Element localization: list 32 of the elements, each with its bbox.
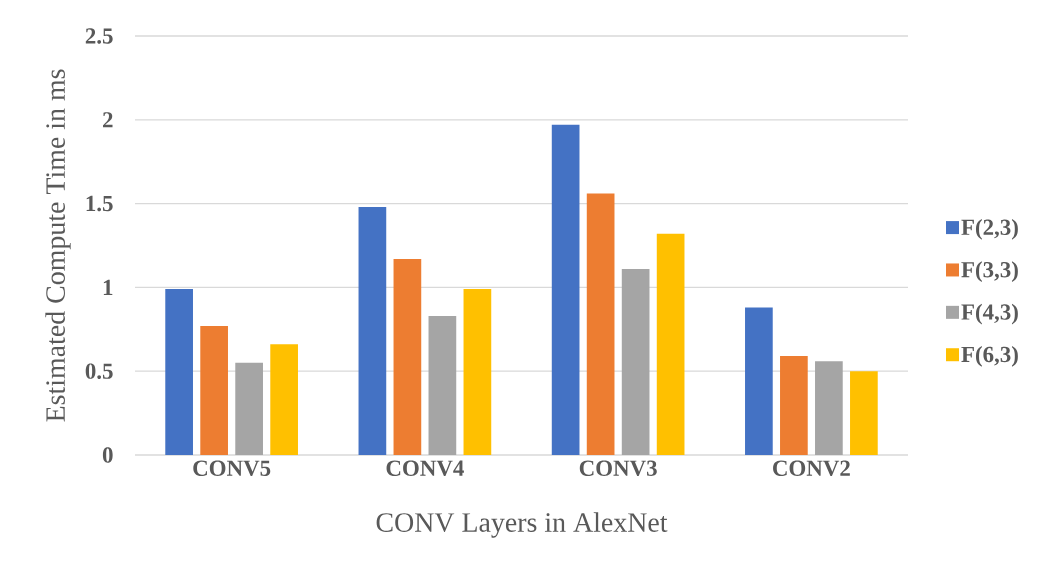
- bar: [393, 258, 422, 455]
- y-tick-label: 2.5: [85, 28, 113, 44]
- bar: [745, 307, 773, 455]
- x-tick-label: CONV4: [386, 460, 464, 477]
- legend-label: F(3,3): [961, 261, 1018, 283]
- x-tick-label: CONV2: [773, 460, 850, 477]
- y-tick-label: 2: [103, 112, 113, 128]
- bar: [586, 193, 615, 455]
- y-tick-label: 0.5: [85, 363, 113, 379]
- legend-label: F(2,3): [961, 218, 1018, 240]
- x-axis-title: CONV Layers in AlexNet: [376, 512, 668, 538]
- bar: [165, 289, 193, 455]
- bar: [358, 206, 387, 455]
- bar: [428, 315, 457, 455]
- bar: [270, 344, 298, 455]
- x-tick-label: CONV5: [193, 460, 271, 477]
- legend-label: F(6,3): [961, 346, 1018, 367]
- y-tick-label: 0: [102, 447, 113, 463]
- x-tick-label: CONV3: [579, 460, 657, 477]
- bar: [621, 268, 650, 455]
- bar: [235, 362, 263, 455]
- bar: [815, 361, 843, 455]
- bar: [551, 124, 580, 455]
- bar: [200, 325, 228, 455]
- legend-label: F(4,3): [961, 303, 1018, 325]
- bar: [780, 356, 808, 455]
- y-tick-label: 1: [103, 279, 113, 295]
- y-axis-title: Estimated Compute Time in ms: [45, 69, 71, 422]
- bar: [850, 371, 878, 455]
- y-tick-label: 1.5: [86, 195, 113, 212]
- bar: [463, 289, 492, 455]
- bar: [656, 233, 685, 455]
